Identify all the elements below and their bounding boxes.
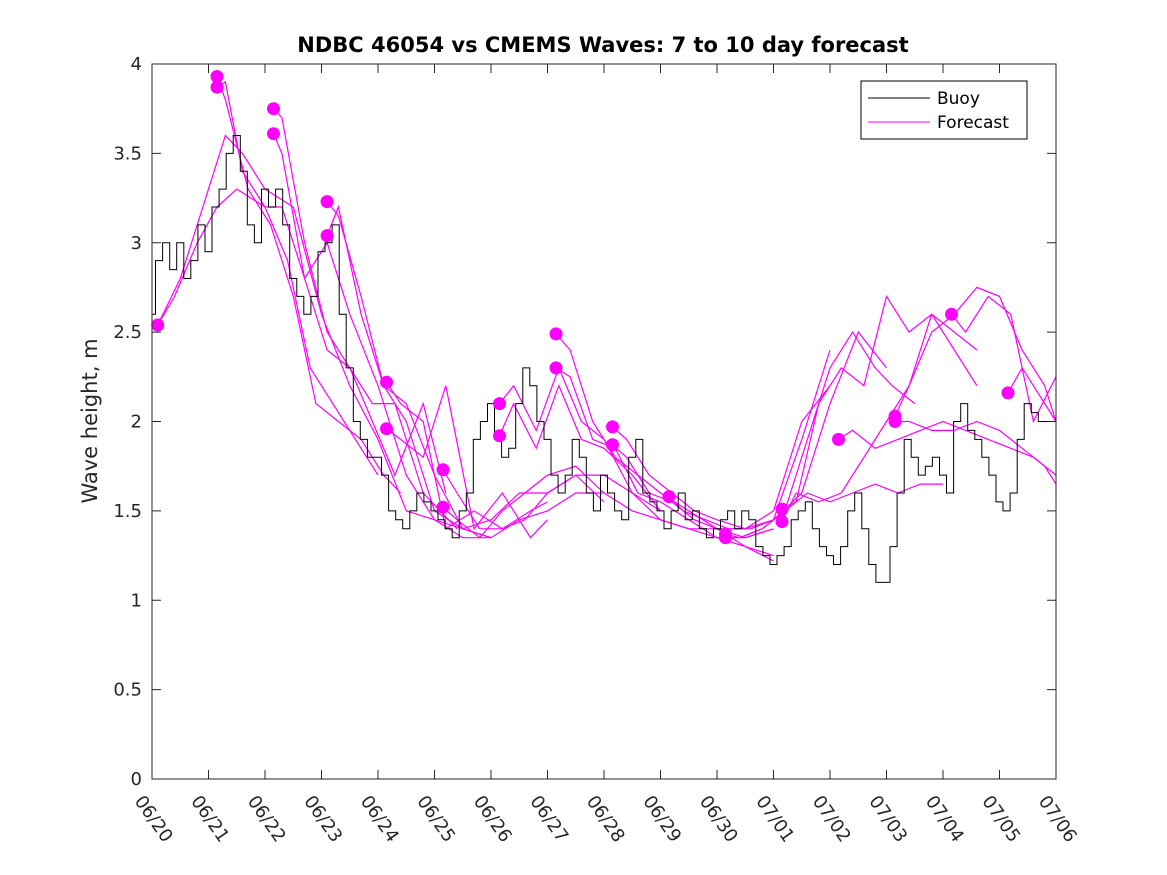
plot-area — [151, 70, 1057, 583]
legend-buoy-label: Buoy — [937, 89, 980, 109]
y-tick-label-4: 2 — [131, 412, 142, 433]
forecast-line-20 — [725, 483, 943, 539]
y-tick-label-7: 3.5 — [113, 143, 142, 164]
x-tick-label-16: 07/06 — [1034, 792, 1081, 847]
x-tick-label-8: 06/28 — [582, 792, 629, 847]
forecast-marker-7 — [380, 375, 393, 389]
forecast-line-22 — [781, 313, 978, 522]
forecast-line-7 — [326, 204, 492, 539]
forecast-marker-3 — [267, 127, 280, 141]
x-tick-label-9: 06/29 — [638, 792, 685, 847]
forecast-marker-11 — [493, 397, 506, 411]
forecast-marker-22 — [832, 432, 845, 446]
x-tick-label-7: 06/27 — [525, 792, 572, 847]
forecast-marker-15 — [606, 420, 619, 434]
forecast-line-21 — [781, 294, 978, 510]
x-tick-label-2: 06/22 — [243, 792, 290, 847]
forecast-line-13 — [498, 384, 661, 512]
x-tick-label-14: 07/04 — [921, 792, 968, 847]
x-tick-label-0: 06/20 — [130, 792, 177, 847]
forecast-marker-17 — [662, 490, 676, 504]
forecast-line-1 — [157, 134, 774, 539]
forecast-marker-20 — [775, 502, 789, 516]
forecast-line-2 — [216, 80, 379, 476]
y-tick-label-8: 4 — [131, 54, 142, 75]
forecast-line-14 — [555, 333, 774, 557]
forecast-marker-5 — [320, 195, 334, 209]
x-tick-label-4: 06/24 — [356, 792, 403, 847]
forecast-line-24 — [894, 286, 1057, 422]
y-tick-label-1: 0.5 — [113, 680, 142, 701]
legend-forecast-label: Forecast — [937, 113, 1009, 133]
forecast-line-10 — [442, 469, 605, 530]
forecast-line-17 — [612, 349, 831, 530]
forecast-line-8 — [385, 381, 548, 530]
chart-title: NDBC 46054 vs CMEMS Waves: 7 to 10 day f… — [297, 33, 908, 57]
y-tick-label-6: 3 — [131, 233, 142, 254]
forecast-marker-26 — [1001, 386, 1015, 400]
forecast-line-9 — [386, 385, 548, 539]
plot-frame — [151, 63, 1057, 780]
x-tick-label-11: 07/01 — [751, 792, 798, 847]
forecast-line-5 — [273, 108, 458, 530]
x-tick-label-1: 06/21 — [186, 792, 233, 847]
forecast-line-12 — [499, 366, 661, 512]
legend: Buoy Forecast — [860, 80, 1028, 140]
y-tick-label-3: 1.5 — [113, 501, 142, 522]
forecast-marker-13 — [549, 327, 563, 341]
y-axis-label: Wave height, m — [78, 338, 102, 503]
forecast-marker-4 — [267, 102, 280, 116]
buoy-line — [152, 135, 1056, 583]
forecast-marker-12 — [493, 429, 506, 443]
forecast-marker-14 — [549, 361, 563, 375]
forecast-marker-21 — [775, 515, 789, 529]
x-tick-label-10: 06/30 — [695, 792, 742, 847]
forecast-marker-25 — [945, 307, 958, 321]
forecast-marker-1 — [210, 80, 224, 94]
forecast-marker-2 — [210, 70, 224, 83]
forecast-line-23 — [838, 420, 1057, 476]
forecast-marker-19 — [719, 531, 732, 545]
y-tick-label-2: 1 — [131, 590, 142, 611]
forecast-line-18 — [668, 330, 887, 530]
forecast-marker-0 — [151, 318, 165, 332]
y-tick-label-5: 2.5 — [113, 322, 142, 343]
forecast-line-11 — [442, 465, 605, 539]
forecast-line-15 — [555, 367, 774, 562]
forecast-marker-10 — [436, 500, 450, 514]
x-tick-label-5: 06/25 — [412, 792, 459, 847]
x-tick-label-13: 07/03 — [864, 792, 911, 847]
y-tick-label-0: 0 — [131, 769, 142, 790]
legend-box — [860, 80, 1028, 140]
forecast-marker-9 — [436, 463, 450, 477]
forecast-marker-6 — [320, 229, 334, 243]
forecast-line-25 — [895, 420, 1057, 485]
forecast-line-16 — [612, 385, 831, 530]
x-tick-label-12: 07/02 — [808, 792, 855, 847]
forecast-marker-8 — [380, 422, 393, 436]
forecast-line-26 — [951, 295, 1057, 424]
forecast-marker-24 — [888, 415, 902, 428]
x-tick-label-15: 07/05 — [977, 792, 1024, 847]
forecast-marker-16 — [606, 438, 619, 452]
x-tick-label-3: 06/23 — [299, 792, 346, 847]
x-tick-label-6: 06/26 — [469, 792, 516, 847]
forecast-line-27 — [1007, 366, 1057, 422]
